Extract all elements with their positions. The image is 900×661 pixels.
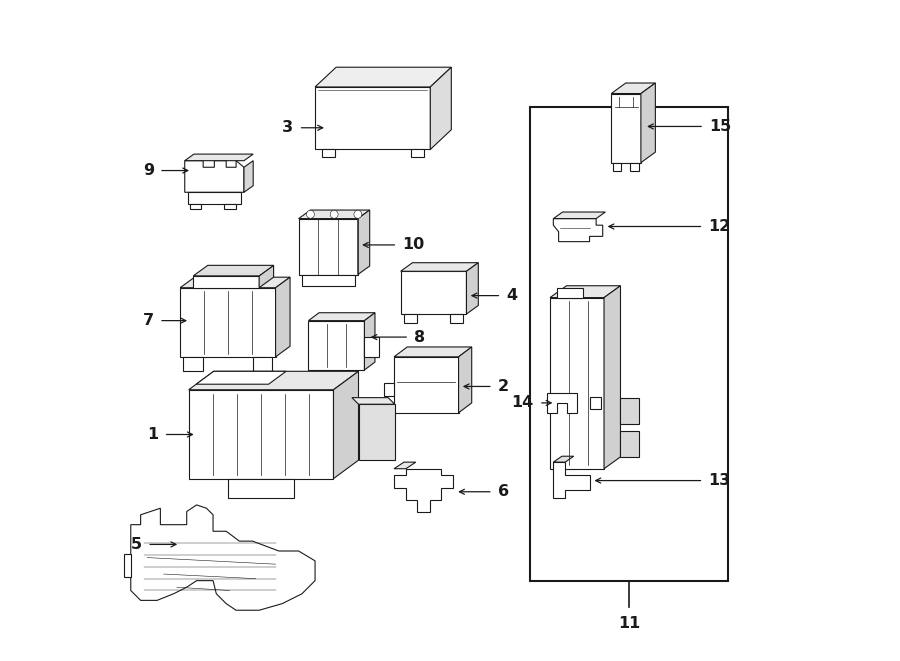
Polygon shape (394, 357, 459, 412)
Text: 2: 2 (498, 379, 509, 394)
Polygon shape (394, 347, 472, 357)
Text: 4: 4 (507, 288, 517, 303)
Circle shape (330, 210, 338, 218)
Polygon shape (315, 87, 430, 149)
Polygon shape (180, 288, 275, 357)
Polygon shape (590, 397, 600, 409)
Polygon shape (224, 204, 236, 209)
Polygon shape (613, 163, 621, 171)
Text: 5: 5 (130, 537, 142, 552)
Polygon shape (188, 192, 240, 204)
Circle shape (307, 210, 314, 218)
Polygon shape (550, 297, 604, 469)
Polygon shape (309, 313, 375, 321)
Polygon shape (364, 313, 375, 370)
Polygon shape (194, 276, 259, 288)
Polygon shape (194, 265, 274, 276)
Polygon shape (275, 277, 290, 357)
Text: 11: 11 (618, 616, 640, 631)
Polygon shape (554, 456, 573, 462)
Polygon shape (315, 67, 451, 87)
Polygon shape (620, 430, 639, 457)
Polygon shape (554, 219, 603, 242)
Polygon shape (394, 462, 416, 469)
Polygon shape (400, 271, 466, 314)
Polygon shape (384, 383, 394, 397)
Text: 6: 6 (498, 485, 509, 499)
Polygon shape (630, 163, 639, 171)
Polygon shape (302, 274, 355, 286)
Polygon shape (253, 357, 273, 371)
Polygon shape (430, 67, 451, 149)
Polygon shape (404, 314, 417, 323)
Polygon shape (244, 161, 253, 192)
Polygon shape (229, 479, 294, 498)
Bar (530, 106, 728, 580)
Polygon shape (124, 555, 130, 577)
Polygon shape (556, 288, 583, 297)
Polygon shape (309, 321, 365, 370)
Polygon shape (184, 161, 244, 192)
Text: 14: 14 (511, 395, 534, 410)
Polygon shape (321, 149, 335, 157)
Text: 9: 9 (143, 163, 154, 178)
Polygon shape (611, 94, 641, 163)
Polygon shape (554, 462, 590, 498)
Polygon shape (189, 390, 334, 479)
Polygon shape (394, 469, 454, 512)
Polygon shape (334, 371, 358, 479)
Text: 15: 15 (709, 119, 732, 134)
Text: 12: 12 (708, 219, 731, 234)
Polygon shape (364, 337, 379, 357)
Polygon shape (299, 210, 370, 219)
Text: 10: 10 (402, 237, 425, 253)
Polygon shape (184, 357, 203, 371)
Circle shape (354, 210, 362, 218)
Polygon shape (352, 398, 395, 405)
Polygon shape (410, 149, 424, 157)
Text: 1: 1 (148, 427, 158, 442)
Polygon shape (550, 286, 620, 297)
Polygon shape (180, 277, 290, 288)
Polygon shape (259, 265, 274, 288)
Polygon shape (299, 219, 358, 274)
Text: 7: 7 (143, 313, 154, 328)
Polygon shape (189, 371, 358, 390)
Polygon shape (358, 405, 395, 460)
Text: 13: 13 (708, 473, 731, 488)
Polygon shape (130, 505, 315, 610)
Text: 8: 8 (415, 330, 426, 344)
Polygon shape (604, 286, 620, 469)
Polygon shape (466, 262, 478, 314)
Polygon shape (554, 212, 606, 219)
Polygon shape (611, 83, 655, 94)
Polygon shape (184, 154, 253, 161)
Polygon shape (400, 262, 478, 271)
Polygon shape (459, 347, 472, 412)
Polygon shape (547, 393, 577, 412)
Text: 3: 3 (283, 120, 293, 136)
Polygon shape (196, 371, 286, 384)
Polygon shape (450, 314, 464, 323)
Polygon shape (620, 398, 639, 424)
Polygon shape (190, 204, 202, 209)
Polygon shape (641, 83, 655, 163)
Polygon shape (358, 210, 370, 274)
